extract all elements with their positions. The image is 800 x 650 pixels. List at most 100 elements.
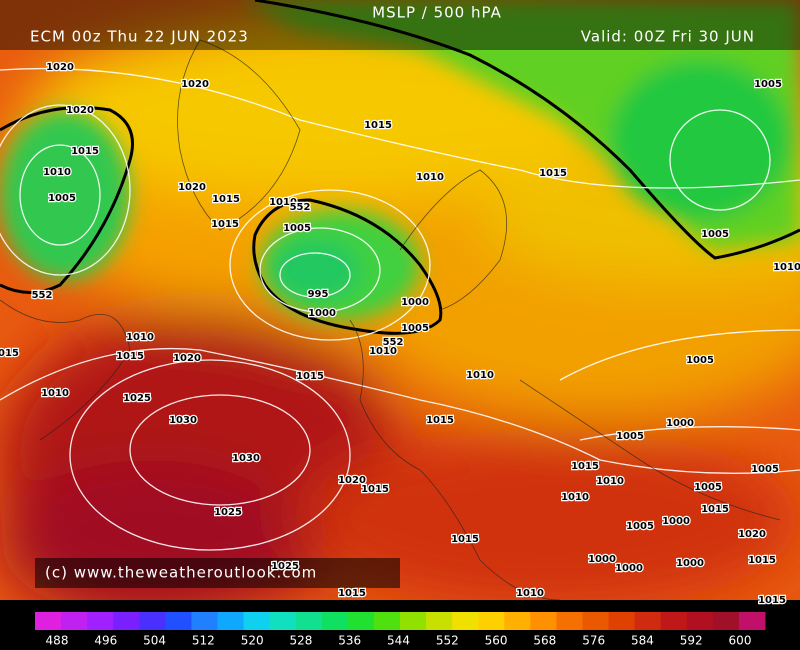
isobar-label: 1010 (126, 332, 154, 343)
isobar-label: 1000 (662, 516, 690, 527)
isobar-label: 1015 (701, 504, 729, 515)
colorbar-swatch (686, 612, 714, 630)
isobar-label: 1005 (754, 79, 782, 90)
map-title: MSLP / 500 hPA (372, 4, 502, 22)
isobar-label: 1010 (561, 492, 589, 503)
isobar-label: 1005 (401, 323, 429, 334)
colorbar-label: 520 (241, 634, 264, 648)
colorbar-swatch (347, 612, 375, 630)
colorbar-swatch (738, 612, 766, 630)
isobar-label: 1005 (694, 482, 722, 493)
isobar-label: 1010 (269, 197, 297, 208)
isobar-label: 1010 (43, 167, 71, 178)
colorbar-swatch (139, 612, 166, 630)
run-label: ECM 00z Thu 22 JUN 2023 (30, 28, 249, 46)
colorbar-swatch (165, 612, 192, 630)
colorbar-swatch (269, 612, 297, 630)
colorbar-label: 584 (631, 634, 654, 648)
isobar-label: 1005 (626, 521, 654, 532)
isobar-label: 1010 (596, 476, 624, 487)
isobar-label: 1005 (616, 431, 644, 442)
colorbar-label: 600 (729, 634, 752, 648)
colorbar-swatch (426, 612, 453, 630)
colorbar-swatch (712, 612, 740, 630)
isobar-label: 1005 (751, 464, 779, 475)
isobar-label: 1025 (214, 507, 242, 518)
isobar-label: 1010 (466, 370, 494, 381)
height-field (0, 0, 800, 600)
isobar-label: 1010 (773, 262, 800, 273)
valid-label: Valid: 00Z Fri 30 JUN (581, 28, 755, 46)
isobar-label: 1015 (0, 348, 19, 359)
isobar-label: 1010 (369, 346, 397, 357)
isobar-label: 1000 (676, 558, 704, 569)
colorbar-swatch (243, 612, 271, 630)
colorbar-label: 576 (582, 634, 605, 648)
isobar-label: 1010 (416, 172, 444, 183)
height-label: 552 (32, 290, 53, 301)
isobar-label: 1015 (361, 484, 389, 495)
colorbar-swatch (660, 612, 688, 630)
colorbar-label: 536 (338, 634, 361, 648)
isobar-label: 1015 (296, 371, 324, 382)
isobar-label: 1015 (451, 534, 479, 545)
isobar-label: 1000 (308, 308, 336, 319)
colorbar-swatch (504, 612, 531, 630)
isobar-labels: 1020102010201015101010051015102010151015… (0, 61, 800, 608)
isobar-label: 1000 (615, 563, 643, 574)
isobar-label: 1020 (46, 62, 74, 73)
colorbar-swatch (556, 612, 583, 630)
isobar-label: 1015 (571, 461, 599, 472)
header-band (0, 0, 800, 50)
colorbar-label: 496 (94, 634, 117, 648)
colorbar-label: 504 (143, 634, 166, 648)
isobar-label: 1005 (701, 229, 729, 240)
height-label: 552 (383, 337, 404, 348)
isobar-label: 1010 (41, 388, 69, 399)
isobar-label: 1020 (173, 353, 201, 364)
colorbar-swatch (373, 612, 401, 630)
isobar-label: 1005 (283, 223, 311, 234)
colorbar-swatch (217, 612, 245, 630)
colorbar-label: 544 (387, 634, 410, 648)
isobar-label: 1015 (116, 351, 144, 362)
isobar-label: 1000 (666, 418, 694, 429)
isobar-label: 1015 (539, 168, 567, 179)
isobar-label: 1005 (686, 355, 714, 366)
isobar-label: 1015 (71, 146, 99, 157)
isobar-label: 1015 (364, 120, 392, 131)
isobar-label: 1000 (588, 554, 616, 565)
isobar-label: 1015 (758, 595, 786, 606)
isobar-label: 1025 (271, 561, 299, 572)
isobar-label: 1000 (401, 297, 429, 308)
colorbar: 488 496 504 512 520 528 536 544 552 560 568 576 584 5… (35, 612, 766, 648)
colorbar-label: 512 (192, 634, 215, 648)
isobar-label: 1010 (516, 588, 544, 599)
colorbar-swatch (61, 612, 88, 630)
colorbar-swatch (530, 612, 557, 630)
isobar-label: 995 (308, 289, 329, 300)
colorbar-label: 488 (46, 634, 69, 648)
colorbar-label: 528 (289, 634, 312, 648)
colorbar-swatch (478, 612, 505, 630)
credit-box (35, 558, 400, 588)
colorbar-label: 568 (533, 634, 556, 648)
isobar-label: 1015 (338, 588, 366, 599)
credit: (c) www.theweatheroutlook.com (45, 564, 317, 582)
isobar-label: 1030 (169, 415, 197, 426)
isobar-label: 1025 (123, 393, 151, 404)
colorbar-swatch (452, 612, 479, 630)
colorbar-label: 560 (485, 634, 508, 648)
colorbar-swatch (634, 612, 662, 630)
colorbar-label: 552 (436, 634, 459, 648)
colorbar-swatch (113, 612, 140, 630)
colorbar-swatch (582, 612, 610, 630)
isobar-label: 1020 (178, 182, 206, 193)
colorbar-swatch (295, 612, 323, 630)
colorbar-swatch (608, 612, 636, 630)
isobar-label: 1030 (232, 453, 260, 464)
colorbar-swatch (400, 612, 427, 630)
isobar-label: 1015 (211, 219, 239, 230)
isobar-label: 1015 (212, 194, 240, 205)
